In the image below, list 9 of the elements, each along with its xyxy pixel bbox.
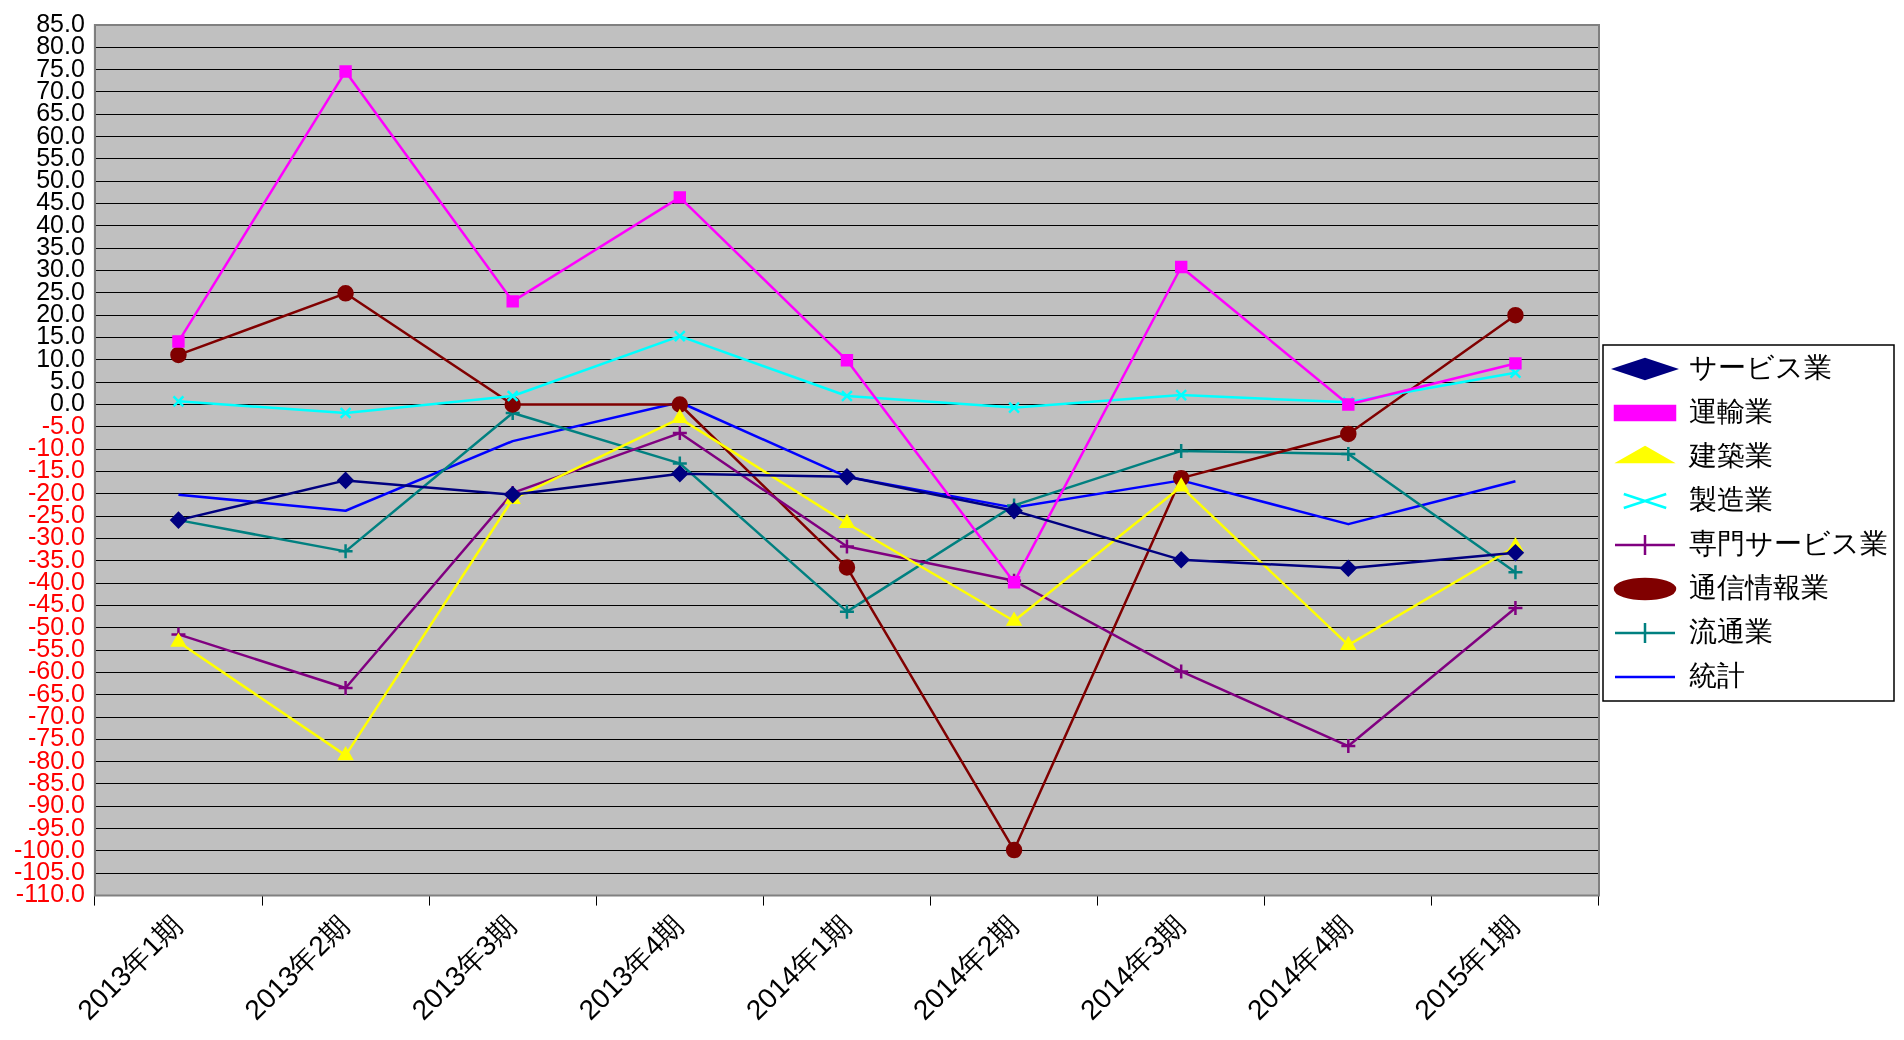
legend-label: サービス業 xyxy=(1689,351,1832,383)
legend-label: 専門サービス業 xyxy=(1689,527,1888,559)
legend-label: 製造業 xyxy=(1689,483,1773,515)
legend-label: 通信情報業 xyxy=(1689,571,1829,603)
legend-label: 建築業 xyxy=(1688,439,1773,471)
legend-label: 統計 xyxy=(1689,659,1745,691)
y-tick-label: -110.0 xyxy=(15,879,85,908)
legend-label: 運輸業 xyxy=(1689,395,1773,427)
legend-label: 流通業 xyxy=(1689,615,1773,647)
